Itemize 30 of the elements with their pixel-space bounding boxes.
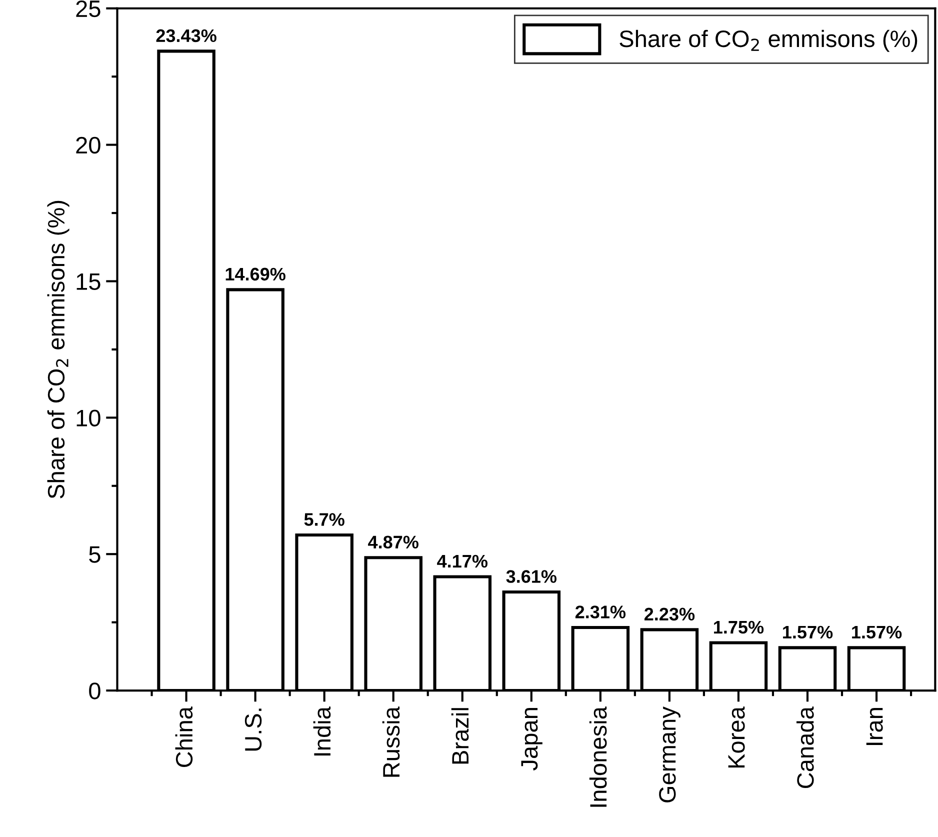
y-tick-label: 5 bbox=[89, 546, 100, 563]
x-tick-label: Brazil bbox=[451, 708, 469, 764]
y-axis-title: Share of CO$_{2}$ emmisons (%) bbox=[47, 200, 70, 498]
x-tick-label: Germany bbox=[659, 706, 680, 802]
x-tick-label: Russia bbox=[382, 706, 400, 777]
x-tick-label: Korea bbox=[728, 706, 745, 768]
legend-label: Share of CO$_{2}$ emmisons (%) bbox=[620, 30, 918, 52]
data-label: 14.69% bbox=[226, 268, 286, 281]
data-label: 2.31% bbox=[575, 606, 626, 618]
y-tick-label: 25 bbox=[76, 0, 100, 18]
y-tick-label: 0 bbox=[89, 682, 100, 700]
data-label: 4.17% bbox=[437, 554, 488, 568]
data-label: 1.57% bbox=[783, 626, 833, 639]
x-tick-label: Indonesia bbox=[589, 706, 607, 807]
data-label: 3.61% bbox=[506, 570, 557, 583]
x-tick-label: China bbox=[175, 706, 193, 767]
x-tick-label: U.S. bbox=[244, 708, 262, 751]
x-tick-label: Japan bbox=[521, 708, 542, 770]
data-label: 4.87% bbox=[368, 536, 418, 549]
data-label: 5.7% bbox=[304, 513, 344, 526]
y-tick-label: 20 bbox=[76, 136, 100, 154]
data-label: 1.75% bbox=[714, 620, 764, 634]
y-tick-label: 15 bbox=[76, 274, 100, 290]
x-tick-label: Iran bbox=[866, 708, 883, 745]
x-tick-label: India bbox=[313, 706, 331, 756]
data-label: 2.23% bbox=[644, 608, 695, 621]
x-tick-label: Canada bbox=[796, 706, 814, 788]
data-label: 1.57% bbox=[852, 626, 902, 639]
y-tick-label: 10 bbox=[76, 410, 100, 426]
data-label: 23.43% bbox=[156, 29, 216, 42]
